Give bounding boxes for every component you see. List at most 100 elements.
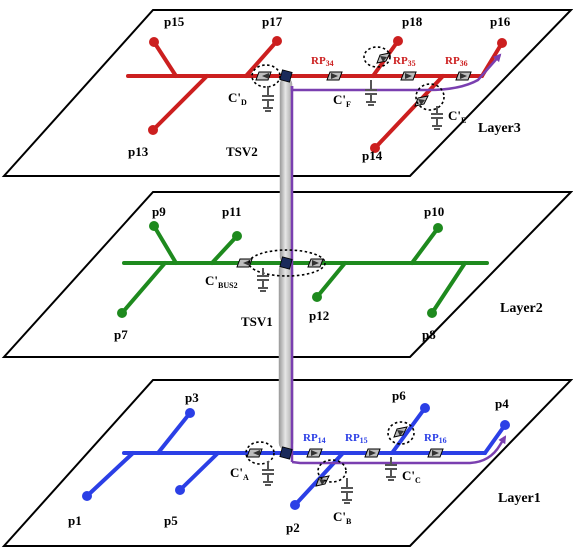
rp16-label: RP16 — [424, 432, 447, 445]
pin-p10-dot — [433, 223, 443, 233]
pin-p18-dot — [393, 36, 403, 46]
layer1-plane — [1, 379, 573, 547]
pin-label-p11: p11 — [222, 204, 242, 219]
tsv-layer2-pad — [279, 256, 293, 270]
pin-label-p3: p3 — [185, 390, 199, 405]
pin-label-p15: p15 — [164, 14, 185, 29]
pin-label-p14: p14 — [362, 148, 383, 163]
cD-label: C'D — [228, 90, 247, 107]
l3-branch-p14 — [373, 74, 445, 150]
pin-p11-dot — [232, 231, 242, 241]
repeater-l1-a — [246, 448, 263, 458]
tsv1-bottom-pad — [279, 446, 293, 460]
pin-label-p4: p4 — [495, 396, 509, 411]
cap-cF — [365, 80, 377, 106]
pin-p17-dot — [272, 36, 282, 46]
l1-branch-p5 — [178, 451, 220, 492]
repeater-l3-branch-f — [376, 52, 391, 64]
pin-label-p13: p13 — [128, 144, 149, 159]
rp36-label: RP36 — [445, 55, 468, 68]
cF-label: C'F — [333, 92, 351, 109]
tsv2-top-pad — [279, 69, 293, 83]
ellipse-cD — [251, 64, 281, 88]
layer2-net — [117, 221, 489, 318]
pin-p12-dot — [312, 292, 322, 302]
pin-label-p6: p6 — [392, 388, 406, 403]
pin-p4-dot — [500, 420, 510, 430]
pin-label-p10: p10 — [424, 204, 444, 219]
pin-label-p12: p12 — [309, 308, 329, 323]
repeater-labels: RP34 RP35 RP36 RP14 RP15 RP16 — [303, 55, 468, 445]
cap-cBus2 — [257, 268, 269, 292]
cE-label: C'E — [448, 108, 466, 125]
pin-p9-dot — [149, 221, 159, 231]
tsv2-label: TSV2 — [226, 144, 258, 159]
repeater-rp36 — [455, 71, 472, 81]
pin-p6-dot — [420, 403, 430, 413]
pin-p14-dot — [370, 143, 380, 153]
tsv2-pillar — [279, 77, 293, 264]
l1-branch-p4 — [483, 423, 507, 455]
l2-branch-p8 — [430, 261, 467, 315]
l1-branch-p6 — [390, 406, 427, 455]
tsv1-label: TSV1 — [241, 314, 273, 329]
cap-cB — [341, 478, 353, 504]
cA-label: C'A — [230, 465, 249, 482]
pin-p7-dot — [117, 308, 127, 318]
critical-route-layer1 — [291, 435, 507, 465]
pin-label-p18: p18 — [402, 14, 423, 29]
capacitor-labels: C'D C'F C'E C'BUS2 C'A C'B C'C — [205, 90, 466, 526]
cB-label: C'B — [333, 509, 352, 526]
cap-cC — [385, 457, 397, 481]
l2-branch-p12 — [315, 261, 347, 299]
rp14-label: RP14 — [303, 432, 326, 445]
ellipse-cF — [363, 46, 391, 68]
pin-label-p5: p5 — [164, 513, 178, 528]
l2-branch-p10 — [410, 226, 440, 265]
layer3-label: Layer3 — [478, 121, 521, 136]
pin-label-p17: p17 — [262, 14, 283, 29]
pin-p13-dot — [148, 125, 158, 135]
pin-label-p1: p1 — [68, 513, 82, 528]
pin-label-p16: p16 — [490, 14, 511, 29]
ellipse-cE — [415, 83, 445, 111]
ellipse-cC — [387, 421, 415, 445]
capacitors — [257, 80, 443, 504]
l3-branch-p17 — [244, 39, 279, 78]
l2-branch-p9 — [152, 224, 178, 265]
pin-p15-dot — [149, 37, 159, 47]
rp34-label: RP34 — [311, 55, 334, 68]
cC-label: C'C — [402, 468, 421, 485]
layer3-net — [126, 36, 507, 153]
l1-branch-p3 — [156, 411, 192, 455]
pin-label-p2: p2 — [286, 520, 300, 535]
layer1-label: Layer1 — [498, 491, 541, 506]
repeater-l1-branch-c — [393, 426, 408, 438]
l3-branch-p13 — [151, 74, 209, 132]
l2-branch-p11 — [210, 234, 239, 265]
repeater-rp35 — [400, 71, 417, 81]
cut-ellipses — [245, 46, 445, 483]
repeater-rp16 — [427, 448, 444, 458]
pin-label-p9: p9 — [152, 204, 166, 219]
rp35-label: RP35 — [393, 55, 416, 68]
pin-label-p7: p7 — [114, 327, 128, 342]
cap-cA — [262, 461, 274, 486]
critical-route-layer3 — [290, 53, 502, 92]
repeater-l2-right — [307, 258, 324, 268]
pin-labels: p15 p17 p18 p16 p13 p14 p9 p11 p10 p7 p1… — [68, 14, 511, 535]
repeater-l3-a — [255, 71, 272, 81]
ellipse-cA — [245, 441, 275, 465]
cap-cE — [431, 106, 443, 130]
l1-branch-p1 — [85, 451, 135, 498]
pin-p2-dot — [290, 500, 300, 510]
ellipse-cB — [317, 459, 347, 483]
rp15-label: RP15 — [345, 432, 368, 445]
layer2-label: Layer2 — [500, 301, 543, 316]
repeater-rp14 — [306, 448, 323, 458]
cBus2-label: C'BUS2 — [205, 273, 238, 290]
l3-branch-p15 — [152, 40, 178, 78]
cap-cD — [262, 86, 274, 112]
pin-p16-dot — [497, 38, 507, 48]
